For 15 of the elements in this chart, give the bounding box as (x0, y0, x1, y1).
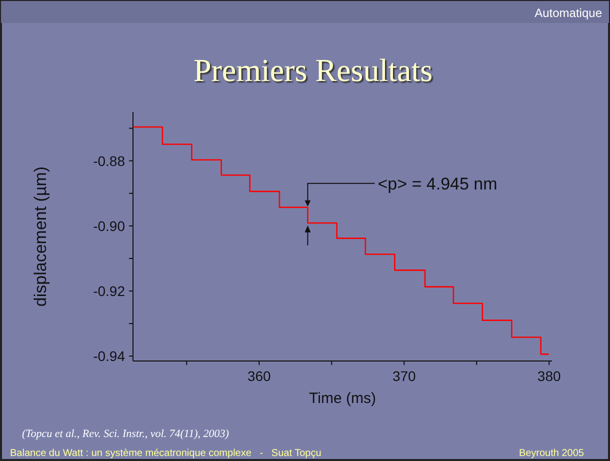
text: Balance du Watt : un système mécatronique complexe - Suat Topçu (10, 448, 322, 459)
x-tick-label: 370 (392, 368, 416, 384)
y-tick-label: -0.88 (93, 152, 126, 169)
x-axis-title: Time (ms) (309, 390, 376, 407)
text: Beyrouth 2005 (518, 448, 584, 459)
x-tick-label: 380 (537, 368, 561, 384)
y-tick-label: -0.90 (93, 218, 126, 234)
chart-title: Premiers Resultats (193, 52, 433, 88)
annotation: <p> = 4.945 nm (378, 174, 498, 194)
text: Automatique (534, 6, 602, 20)
y-tick-label: -0.94 (93, 348, 126, 364)
y-tick-label: -0.92 (93, 283, 126, 300)
text: (Topcu et al., Rev. Sci. Instr., vol. 74(11), 2003) (22, 428, 230, 440)
y-axis-title: displacement (µm) (31, 166, 50, 307)
x-tick-label: 360 (247, 368, 272, 384)
